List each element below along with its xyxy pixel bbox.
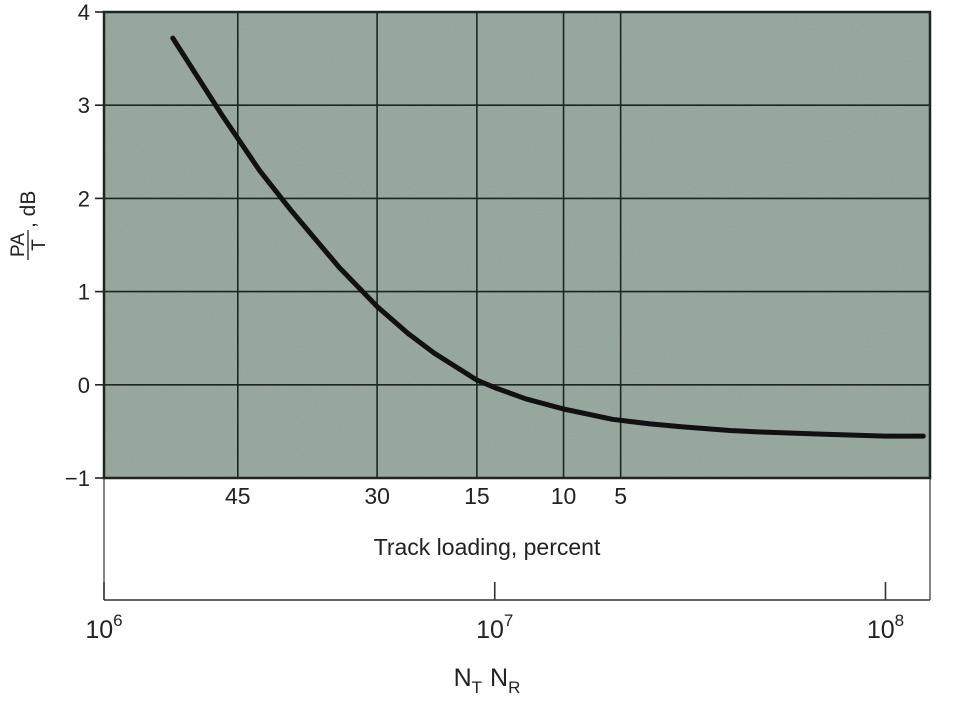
- gridlines: [104, 12, 930, 478]
- x-tick-label: 108: [867, 611, 904, 644]
- plot-area: [104, 12, 930, 478]
- lower-axis-frame: [103, 478, 931, 601]
- y-label-numerator: PA: [8, 233, 29, 257]
- plot-frame: [102, 10, 932, 480]
- series-line: [170, 35, 926, 439]
- track-loading-tick-label: 45: [225, 483, 251, 509]
- x-label-sub-r: R: [508, 678, 520, 697]
- x-tick-exponent: 8: [895, 611, 904, 630]
- y-label-denominator: T: [29, 239, 50, 251]
- x-tick-base: 10: [476, 616, 504, 644]
- track-loading-ticks: 45 30 15 10 5: [225, 483, 627, 509]
- y-axis-ticks: −1 0 1 2 3 4: [65, 0, 104, 491]
- y-tick-label: 3: [78, 93, 90, 118]
- track-loading-tick-label: 30: [364, 483, 390, 509]
- x-tick-exponent: 6: [113, 611, 122, 630]
- x-label-n-t: N: [454, 664, 472, 692]
- x-axis-ticks: 106 107 108: [85, 582, 904, 644]
- y-tick-label: 2: [78, 186, 90, 211]
- track-loading-tick-label: 5: [614, 483, 627, 509]
- x-tick-label: 106: [85, 611, 122, 644]
- x-axis-label: NT NR: [454, 664, 521, 697]
- x-tick-base: 10: [85, 616, 113, 644]
- x-tick-label: 107: [476, 611, 513, 644]
- x-tick-exponent: 7: [504, 611, 513, 630]
- y-tick-label: 1: [78, 280, 90, 305]
- x-tick-base: 10: [867, 616, 895, 644]
- y-tick-label: 4: [78, 0, 90, 25]
- y-tick-label: 0: [78, 373, 90, 398]
- track-loading-label: Track loading, percent: [374, 534, 601, 560]
- y-tick-label: −1: [65, 466, 90, 491]
- track-loading-tick-label: 10: [551, 483, 577, 509]
- y-label-unit: , dB: [17, 191, 40, 228]
- x-label-n-r: N: [490, 664, 508, 692]
- track-loading-tick-label: 15: [464, 483, 490, 509]
- y-axis-label: PA T , dB: [8, 191, 50, 260]
- x-label-sub-t: T: [472, 678, 482, 697]
